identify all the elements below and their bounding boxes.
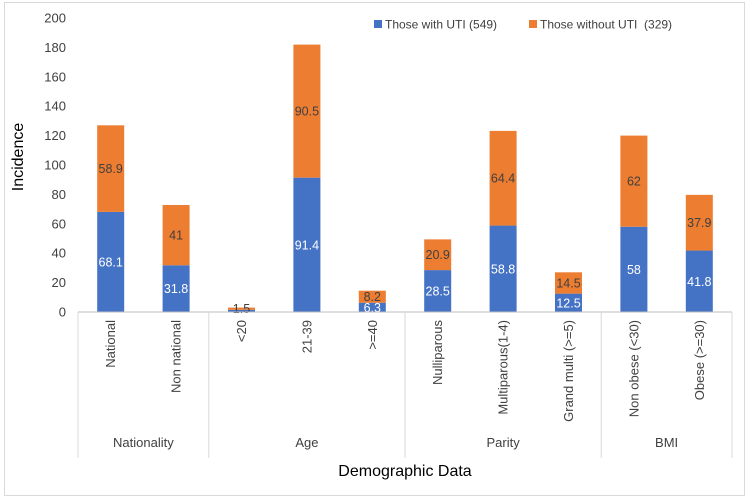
- bar-with-uti: [489, 225, 517, 312]
- bar-with-uti: [293, 177, 321, 312]
- category-label: Multiparous(1-4): [496, 320, 511, 415]
- group-label: Age: [295, 435, 318, 450]
- y-tick-label: 100: [44, 158, 66, 173]
- data-label: 91.4: [295, 238, 319, 252]
- bar-with-uti: [620, 226, 648, 312]
- data-label: 28.5: [426, 285, 450, 299]
- data-label: 8.2: [364, 290, 381, 304]
- data-label: 37.9: [687, 216, 711, 230]
- y-tick-label: 160: [44, 69, 66, 84]
- y-tick-label: 180: [44, 40, 66, 55]
- legend-swatch: [529, 20, 537, 28]
- data-label: 1.5: [233, 302, 250, 316]
- group-label: Nationality: [113, 435, 174, 450]
- bar-with-uti: [555, 293, 582, 312]
- category-label: Non national: [169, 320, 184, 393]
- data-label: 68.1: [99, 255, 123, 269]
- group-label: Parity: [486, 435, 520, 450]
- x-axis-title: Demographic Data: [338, 463, 472, 480]
- y-axis: 0 20 40 60 80 100 120 140 160 180 200: [44, 11, 66, 320]
- y-tick-label: 120: [44, 128, 66, 143]
- y-tick-label: 20: [52, 275, 66, 290]
- bar-without-uti: [489, 130, 517, 226]
- category-label: National: [103, 320, 118, 368]
- data-label: 20.9: [426, 248, 450, 262]
- category-label: Obese (>=30): [692, 320, 707, 400]
- legend-swatch: [374, 20, 382, 28]
- legend-label: Those with UTI (549): [385, 18, 497, 32]
- data-label: 64.4: [491, 172, 515, 186]
- data-label: 41: [169, 229, 183, 243]
- data-label: 31.8: [164, 282, 188, 296]
- bar-without-uti: [555, 272, 582, 294]
- bar-with-uti: [97, 211, 125, 312]
- y-axis-title: Incidence: [10, 123, 27, 192]
- x-axis: National Non national <20 21-39 >=40 Nullipar…: [77, 311, 733, 458]
- bars: 68.1 58.9 31.8 41 1.5 91.4 90.5 6.38.2 28.5 20.9 5…: [97, 44, 713, 316]
- bar-without-uti: [162, 204, 190, 266]
- bar-without-uti: [685, 194, 713, 251]
- chart-frame: [4, 2, 745, 496]
- data-label: 12.5: [556, 296, 580, 310]
- bar-without-uti: [620, 135, 648, 227]
- bar-without-uti: [424, 239, 452, 271]
- bar-with-uti: [424, 270, 452, 312]
- group-label: BMI: [655, 435, 678, 450]
- legend: Those with UTI (549) Those without UTI (3…: [374, 18, 672, 32]
- bar-without-uti: [228, 307, 255, 310]
- category-label: 21-39: [299, 320, 314, 353]
- category-label: Grand multi (>=5): [561, 320, 576, 422]
- data-label: 41.8: [687, 275, 711, 289]
- y-tick-label: 40: [52, 246, 66, 261]
- bar-without-uti: [97, 125, 125, 212]
- data-label: 58.9: [99, 162, 123, 176]
- y-tick-label: 0: [59, 305, 66, 320]
- data-label: 62: [627, 175, 641, 189]
- bar-with-uti: [358, 302, 386, 312]
- data-label: 6.3: [364, 301, 381, 315]
- y-tick-label: 80: [52, 187, 66, 202]
- category-label: >=40: [365, 320, 380, 350]
- category-label: Non obese (<30): [626, 320, 641, 417]
- data-label: 58: [627, 263, 641, 277]
- bar-with-uti: [162, 265, 190, 312]
- data-label: 58.8: [491, 262, 515, 276]
- bar-with-uti: [685, 250, 713, 312]
- bar-without-uti: [293, 44, 321, 178]
- y-tick-label: 200: [44, 11, 66, 26]
- y-tick-label: 60: [52, 216, 66, 231]
- legend-label: Those without UTI (329): [540, 18, 672, 32]
- y-tick-label: 140: [44, 99, 66, 114]
- category-label: <20: [234, 320, 249, 342]
- category-label: Nulliparous: [430, 320, 445, 386]
- data-label: 90.5: [295, 105, 319, 119]
- bar-without-uti: [358, 290, 386, 303]
- data-label: 14.5: [556, 276, 580, 290]
- bar-with-uti: [228, 309, 255, 312]
